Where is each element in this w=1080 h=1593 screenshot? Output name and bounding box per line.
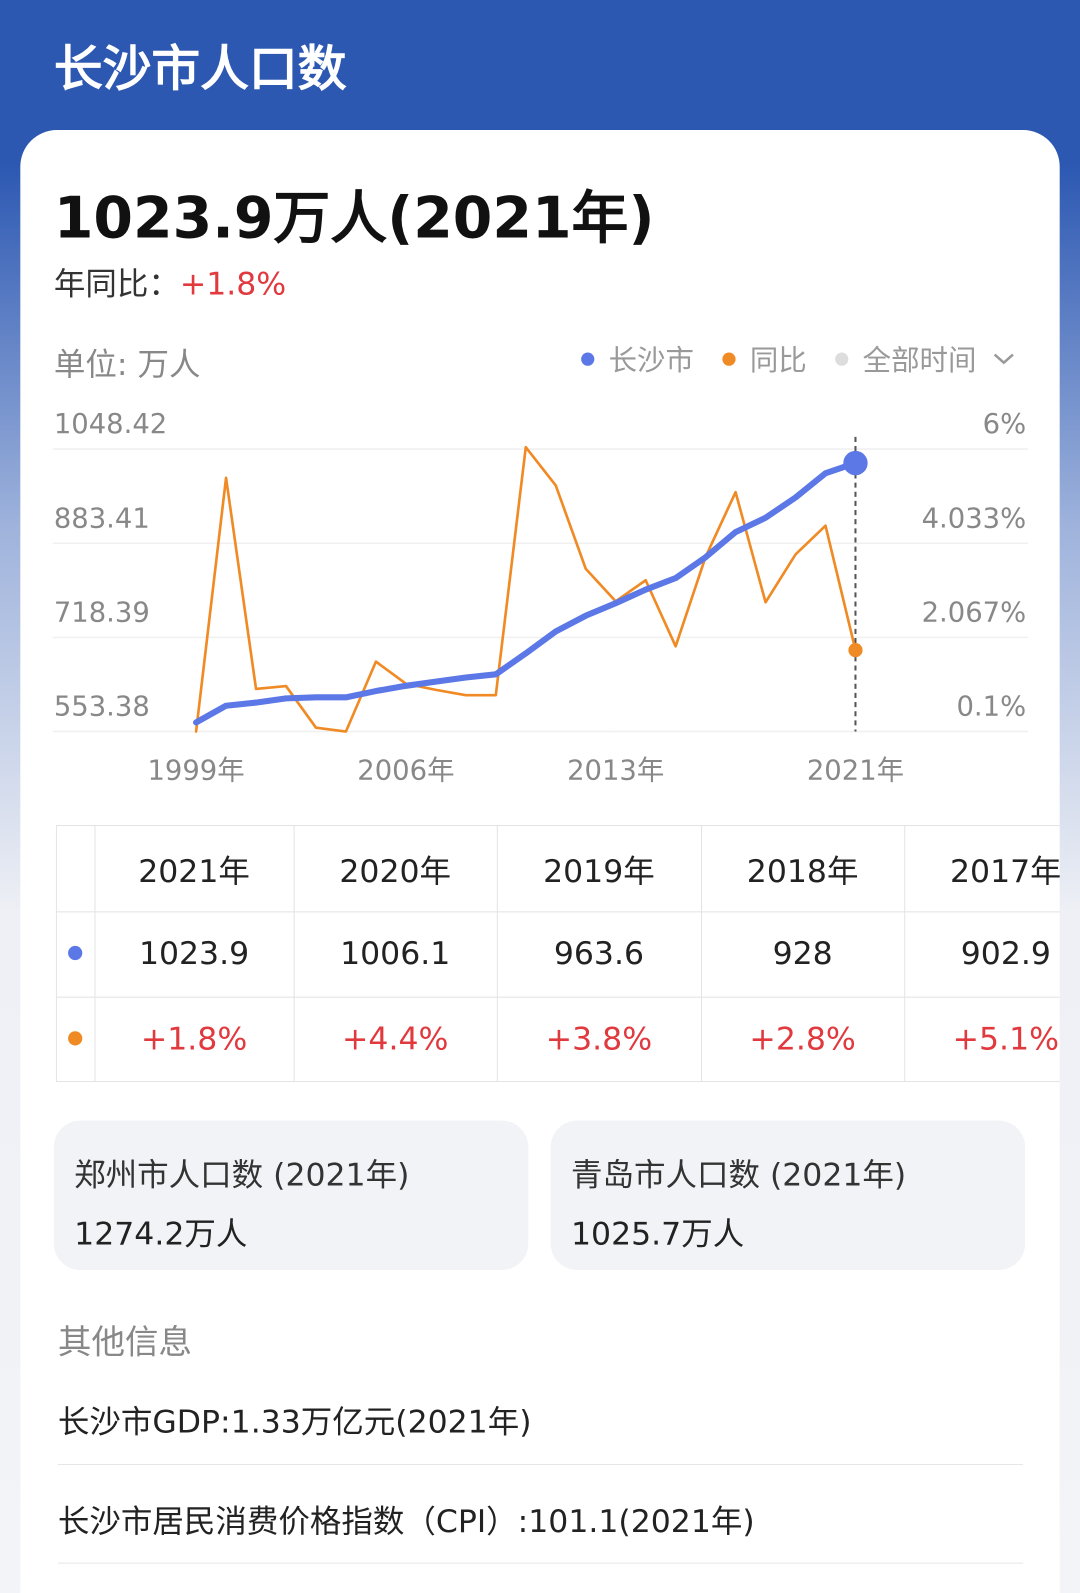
series-line	[193, 460, 859, 726]
y-tick-label: 718.39	[54, 598, 150, 629]
table-cell: 902.9	[960, 935, 1051, 973]
chevron	[993, 353, 1014, 365]
table-cell: 963.6	[553, 935, 645, 973]
y-tick-label: 883.41	[54, 503, 150, 534]
filter-label: 全部时间	[862, 343, 977, 377]
data-table: 2021年 2020年 2019年 2018年 2017年 1023.9 1006.1 963…	[55, 824, 1060, 1083]
end-point	[843, 450, 868, 476]
unit: 单位: 万人	[53, 346, 201, 384]
legend-dot	[581, 352, 595, 366]
table-cell: +5.1%	[952, 1021, 1060, 1058]
y-tick-label: 553.38	[54, 692, 150, 723]
yoy: 年同比：+1.8%	[54, 258, 286, 304]
related-value: 1274.2万人	[74, 1216, 248, 1253]
table-cell: +2.8%	[749, 1021, 856, 1058]
column-header: 2020年	[339, 853, 452, 891]
yoy-value: +1.8%	[179, 266, 287, 303]
row-dot	[68, 1031, 83, 1046]
legend-dot	[722, 352, 736, 366]
row-dot	[68, 945, 83, 961]
col-line	[293, 824, 295, 1083]
related-card[interactable]: 郑州市人口数 (2021年) 1274.2万人	[53, 1120, 529, 1270]
column-header: 2019年	[543, 853, 655, 891]
section-title: 其他信息	[57, 1321, 193, 1362]
legend-label: 同比	[749, 343, 807, 377]
chart: 553.38 718.39 883.41 1048.42 0.1% 2.067% 4.033…	[52, 409, 1029, 787]
table-cell: +4.4%	[342, 1021, 449, 1058]
x-tick-label: 1999年	[147, 756, 244, 787]
time-filter[interactable]: 全部时间	[807, 338, 1017, 379]
col-line	[904, 824, 906, 1083]
table-cell: 928	[772, 935, 833, 973]
col-line	[701, 824, 703, 1083]
related-title: 郑州市人口数 (2021年)	[74, 1157, 410, 1194]
col-line	[94, 824, 96, 1083]
related-title: 青岛市人口数 (2021年)	[570, 1157, 907, 1194]
table-border	[55, 824, 1060, 1083]
row-line	[55, 911, 1060, 913]
series-line	[194, 445, 857, 733]
row-line	[55, 996, 1060, 998]
column-header: 2017年	[950, 853, 1060, 891]
table-cell: +1.8%	[140, 1021, 248, 1058]
y2-tick-label: 6%	[983, 409, 1027, 440]
y2-tick-label: 4.033%	[922, 503, 1027, 534]
info-item[interactable]: 长沙市GDP:1.33万亿元(2021年)	[57, 1404, 532, 1441]
yoy-label: 年同比：	[53, 266, 180, 303]
separator	[57, 1464, 1024, 1466]
x-tick-label: 2013年	[567, 756, 664, 787]
table-cell: 1006.1	[340, 935, 451, 973]
legend: 长沙市 同比 全部时间	[581, 338, 1017, 379]
legend-label: 长沙市	[608, 343, 694, 377]
table-cell: 1023.9	[138, 935, 250, 973]
end-point	[848, 643, 863, 658]
table-cell: +3.8%	[545, 1021, 653, 1058]
separator	[57, 1562, 1024, 1564]
x-tick-label: 2021年	[807, 756, 904, 787]
y2-tick-label: 0.1%	[956, 692, 1026, 723]
related-card[interactable]: 青岛市人口数 (2021年) 1025.7万人	[550, 1120, 1026, 1270]
x-tick-label: 2006年	[357, 756, 454, 787]
filter-dot	[835, 352, 849, 366]
y-tick-label: 1048.42	[54, 409, 167, 440]
page-title: 长沙市人口数	[53, 40, 347, 98]
card	[20, 130, 1060, 1593]
info-item[interactable]: 长沙市居民消费价格指数（CPI）:101.1(2021年)	[57, 1503, 755, 1541]
y2-tick-label: 2.067%	[922, 597, 1027, 628]
col-line	[55, 824, 57, 1083]
related-value: 1025.7万人	[570, 1216, 745, 1253]
col-line	[496, 824, 498, 1083]
column-header: 2018年	[746, 853, 859, 891]
headline: 1023.9万人(2021年)	[53, 185, 655, 252]
column-header: 2021年	[138, 853, 250, 891]
